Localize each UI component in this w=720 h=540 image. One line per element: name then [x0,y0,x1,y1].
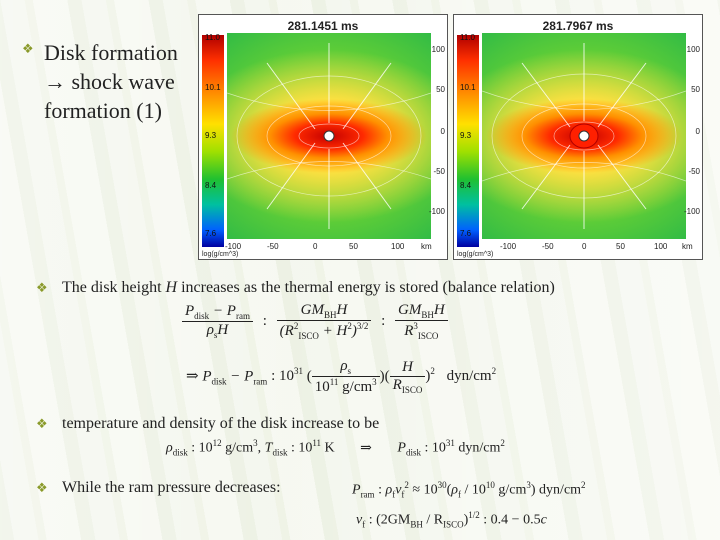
axis-tick: 50 [436,85,445,94]
axis-tick: -100 [683,207,700,216]
bullet-icon: ❖ [22,42,34,57]
density-field [227,33,431,239]
axis-tick: -100 [428,207,445,216]
colorbar-tick: 11.0 [205,33,220,42]
axis-tick: 0 [582,242,587,251]
pressure-estimate-equation: ⇒ Pdisk − Pram : 1031 (ρs 1011 g/cm3)(H RI… [186,358,497,395]
colorbar-tick: 10.1 [205,83,221,92]
bullet-text: increases as the thermal energy is store… [177,279,555,296]
colorbar-tick: 7.6 [205,229,217,238]
ram-pressure-equation: Pram : ρfvf2 ≈ 1030(ρf / 1010 g/cm3) dyn… [352,480,586,500]
axis-tick: -100 [225,242,242,251]
axis-tick: 100 [654,242,668,251]
colorbar-unit: log(g/cm^3) [202,251,239,258]
axis-tick: 100 [686,45,700,54]
axis-tick: -50 [267,242,279,251]
title-line-2: → shock wave [44,69,175,94]
axis-tick: 50 [691,85,700,94]
colorbar-tick: 11.0 [460,33,475,42]
bullet-text: The disk height [62,279,166,296]
approx-symbol: : [381,312,386,329]
axis-tick: -50 [688,167,700,176]
simulation-panel-left: 281.1451 ms 11.0 10.1 9.3 8.4 7.6 100 50… [198,14,448,260]
colorbar-tick: 8.4 [205,181,217,190]
colorbar-tick: 7.6 [460,229,472,238]
axis-unit: km [682,242,693,251]
title-line-1: Disk formation [44,40,178,65]
colorbar-tick: 9.3 [205,131,217,140]
disk-values-equation: ρdisk : 1012 g/cm3, Tdisk : 1011 K ⇒ Pdi… [166,438,505,458]
bullet-temperature-density: temperature and density of the disk incr… [62,415,380,432]
density-colorbar [457,35,479,247]
axis-tick: 0 [313,242,318,251]
colorbar-unit: log(g/cm^3) [457,251,494,258]
balance-equation: Pdisk − Pram ρsH : GMBHH (R2ISCO + H2)3/2 … [182,302,448,341]
axis-tick: -50 [433,167,445,176]
colorbar-tick: 10.1 [460,83,476,92]
axis-tick: -50 [542,242,554,251]
bullet-ram-pressure: While the ram pressure decreases: [62,479,281,496]
bullet-icon: ❖ [36,281,48,296]
colorbar-tick: 9.3 [460,131,472,140]
axis-tick: 0 [440,127,445,136]
density-colorbar [202,35,224,247]
density-field [482,33,686,239]
bullet-icon: ❖ [36,481,48,496]
axis-tick: 100 [391,242,405,251]
panel-time-label: 281.1451 ms [287,19,359,33]
bullet-icon: ❖ [36,417,48,432]
bullet-disk-height: The disk height H increases as the therm… [62,278,555,298]
approx-symbol: : [262,312,267,329]
simulation-panel-right: 281.7967 ms 11.0 10.1 9.3 8.4 7.6 100 50… [453,14,703,260]
colorbar-tick: 8.4 [460,181,472,190]
title-line-3: formation (1) [44,98,162,123]
axis-tick: -100 [500,242,517,251]
axis-tick: 0 [695,127,700,136]
bullet-variable: H [165,279,178,296]
panel-time-label: 281.7967 ms [542,19,614,33]
velocity-equation: vf : (2GMBH / RISCO)1/2 : 0.4 − 0.5c [356,510,547,530]
slide-title: Disk formation → shock wave formation (1… [44,38,204,125]
axis-unit: km [421,242,432,251]
axis-tick: 50 [349,242,358,251]
axis-tick: 50 [616,242,625,251]
axis-tick: 100 [431,45,445,54]
